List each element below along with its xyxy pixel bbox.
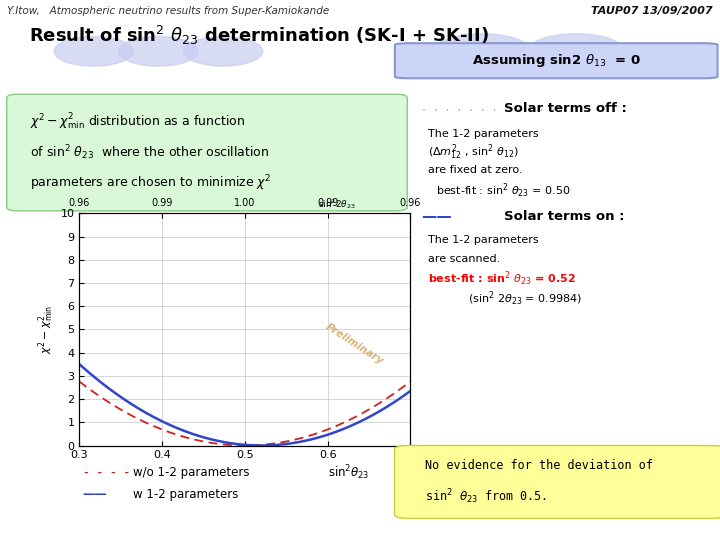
- Text: sin$^2\theta_{23}$: sin$^2\theta_{23}$: [328, 463, 369, 482]
- Text: No evidence for the deviation of: No evidence for the deviation of: [425, 460, 653, 472]
- Text: are scanned.: are scanned.: [428, 254, 500, 264]
- Text: parameters are chosen to minimize $\chi^2$: parameters are chosen to minimize $\chi^…: [30, 173, 271, 193]
- Text: Result of sin$^2$ $\theta_{23}$ determination (SK-I + SK-II): Result of sin$^2$ $\theta_{23}$ determin…: [29, 24, 489, 48]
- Text: ($\Delta m^2_{12}$ , sin$^2$ $\theta_{12}$): ($\Delta m^2_{12}$ , sin$^2$ $\theta_{12…: [428, 143, 519, 162]
- FancyBboxPatch shape: [395, 446, 720, 518]
- Y-axis label: $\chi^2-\chi^2_{\rm min}$: $\chi^2-\chi^2_{\rm min}$: [37, 305, 56, 354]
- Text: Solar terms off :: Solar terms off :: [504, 102, 627, 114]
- Text: Assuming sin2 $\theta_{13}$  = 0: Assuming sin2 $\theta_{13}$ = 0: [472, 52, 641, 69]
- Text: TAUP07 13/09/2007: TAUP07 13/09/2007: [591, 6, 713, 17]
- Text: w/o 1-2 parameters: w/o 1-2 parameters: [133, 466, 250, 479]
- FancyBboxPatch shape: [395, 43, 718, 78]
- Text: ——: ——: [421, 208, 452, 224]
- Text: best-fit : sin$^2$ $\theta_{23}$ = 0.52: best-fit : sin$^2$ $\theta_{23}$ = 0.52: [428, 269, 577, 288]
- Text: - - - -: - - - -: [83, 468, 130, 477]
- Text: The 1-2 parameters: The 1-2 parameters: [428, 129, 539, 139]
- Text: Y.Itow,   Atmospheric neutrino results from Super-Kamiokande: Y.Itow, Atmospheric neutrino results fro…: [7, 6, 330, 17]
- Text: Preliminary: Preliminary: [323, 321, 385, 366]
- Text: best-fit : sin$^2$ $\theta_{23}$ = 0.50: best-fit : sin$^2$ $\theta_{23}$ = 0.50: [436, 181, 570, 200]
- Text: w 1-2 parameters: w 1-2 parameters: [133, 488, 238, 501]
- Text: (sin$^2$ 2$\theta_{23}$ = 0.9984): (sin$^2$ 2$\theta_{23}$ = 0.9984): [468, 289, 582, 308]
- Text: . . . . . . . . . . . .: . . . . . . . . . . . .: [421, 103, 557, 113]
- Text: of sin$^2$ $\theta_{23}$  where the other oscillation: of sin$^2$ $\theta_{23}$ where the other…: [30, 143, 269, 162]
- Text: ——: ——: [83, 488, 107, 501]
- Text: sin$^2$ $\theta_{23}$ from 0.5.: sin$^2$ $\theta_{23}$ from 0.5.: [425, 487, 547, 506]
- Text: Solar terms on :: Solar terms on :: [504, 210, 624, 222]
- Text: are fixed at zero.: are fixed at zero.: [428, 165, 523, 175]
- Text: sin$^2$2$\theta_{23}$: sin$^2$2$\theta_{23}$: [318, 197, 356, 211]
- Text: $\chi^2 - \chi^2_{\rm min}$ distribution as a function: $\chi^2 - \chi^2_{\rm min}$ distribution…: [30, 112, 245, 132]
- FancyBboxPatch shape: [6, 94, 408, 211]
- Text: The 1-2 parameters: The 1-2 parameters: [428, 235, 539, 245]
